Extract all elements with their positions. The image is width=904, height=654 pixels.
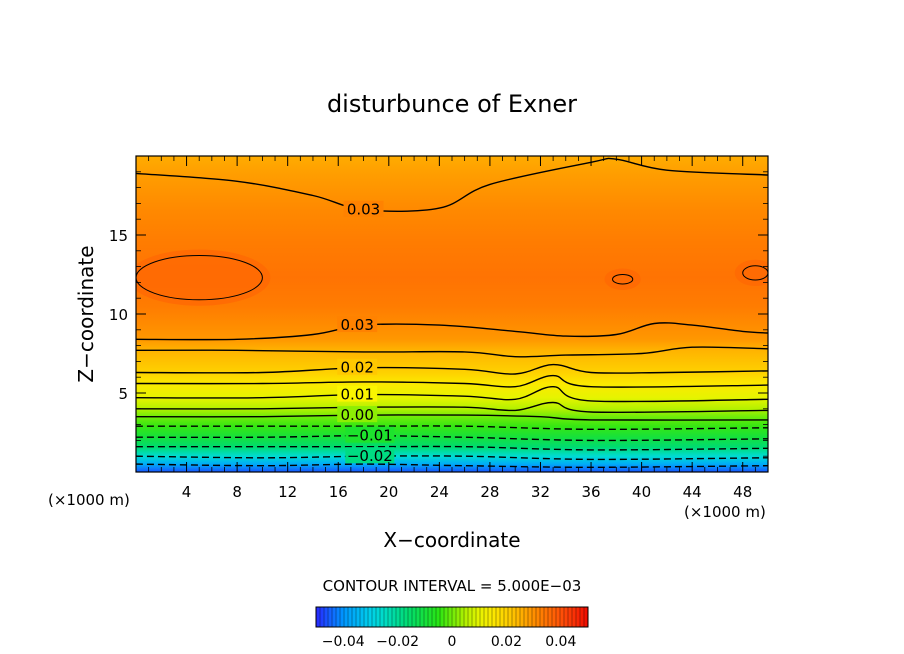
- x-unit-left: (×1000 m): [48, 491, 130, 509]
- chart-title: disturbunce of Exner: [327, 90, 577, 118]
- contour-label: 0.00: [340, 406, 373, 424]
- contour-line: [136, 385, 768, 403]
- contour-label: 0.03: [347, 201, 380, 219]
- contour-line: [136, 401, 768, 414]
- contour-label: −0.02: [347, 447, 393, 465]
- x-tick-label: 40: [632, 483, 651, 501]
- contour-label: 0.01: [340, 386, 373, 404]
- colorbar-tick-label: 0: [448, 634, 457, 650]
- y-axis-label: Z−coordinate: [74, 245, 98, 382]
- x-tick-label: 48: [733, 483, 752, 501]
- colorbar-ticks: −0.04 −0.02 0 0.02 0.04: [322, 634, 577, 650]
- contour-line: [136, 414, 768, 421]
- contour-line: [136, 157, 768, 213]
- contour-line: [136, 463, 768, 469]
- x-tick-label: 44: [683, 483, 702, 501]
- x-axis-label: X−coordinate: [383, 528, 520, 552]
- y-tick-label: 10: [109, 306, 128, 324]
- x-tick-label: 32: [531, 483, 550, 501]
- contour-interval-text: CONTOUR INTERVAL = 5.000E−03: [323, 577, 582, 595]
- x-unit-right: (×1000 m): [684, 503, 766, 521]
- contour-line: [136, 346, 768, 358]
- contour-line: [136, 322, 768, 341]
- closed-contour: [612, 274, 634, 285]
- contour-lines: [136, 157, 768, 469]
- colorbar-tick-label: 0.02: [491, 634, 522, 650]
- contour-labels: 0.03 0.03 0.02 0.01 0.00 −0.01 −0.02: [337, 200, 395, 465]
- colorbar-tick-label: 0.04: [545, 634, 576, 650]
- x-tick-label: 4: [182, 483, 192, 501]
- contour-label-bg: [337, 316, 378, 333]
- colorbar-frame: [315, 606, 589, 628]
- x-tick-label: 36: [581, 483, 600, 501]
- field-maximum: [604, 268, 641, 290]
- contour-label-bg: [337, 406, 378, 423]
- contour-label-bg: [345, 426, 395, 443]
- y-axis-ticks: 5 10 15: [109, 171, 768, 457]
- plot-field: [136, 156, 768, 472]
- contour-line: [136, 455, 768, 461]
- y-tick-label: 15: [109, 227, 128, 245]
- contour-label: 0.02: [340, 359, 373, 377]
- contour-label: 0.03: [340, 316, 373, 334]
- x-tick-label: 28: [480, 483, 499, 501]
- colorbar-stripes: [319, 607, 585, 627]
- contour-line: [136, 363, 768, 375]
- field-maximum: [734, 259, 768, 287]
- contour-label-bg: [337, 358, 378, 375]
- x-tick-label: 24: [430, 483, 449, 501]
- x-tick-label: 12: [278, 483, 297, 501]
- contour-label: −0.01: [347, 427, 393, 445]
- field-bulges: [136, 249, 768, 306]
- y-tick-label: 5: [118, 385, 128, 403]
- contour-line: [136, 434, 768, 442]
- contour-line: [136, 425, 768, 431]
- colorbar-tick-label: −0.04: [322, 634, 365, 650]
- contour-label-bg: [345, 447, 395, 464]
- field-maximum: [136, 249, 271, 306]
- contour-line: [136, 445, 768, 451]
- contour-line: [136, 374, 768, 388]
- contour-label-bg: [337, 385, 378, 402]
- x-tick-label: 20: [379, 483, 398, 501]
- colorbar-tick-label: −0.02: [376, 634, 419, 650]
- x-tick-label: 16: [329, 483, 348, 501]
- closed-contour: [136, 255, 263, 301]
- x-axis-ticks: 4 8 12 16 20 24 28 32 36 40 44 48: [148, 156, 756, 501]
- x-tick-label: 8: [232, 483, 242, 501]
- contour-label-bg: [343, 200, 384, 217]
